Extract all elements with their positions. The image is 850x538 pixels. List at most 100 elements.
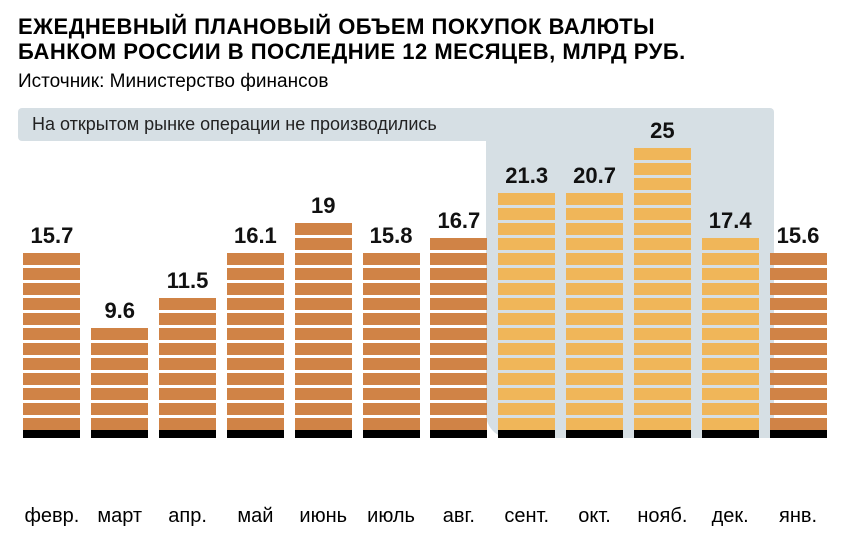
bar: 11.5 (159, 298, 216, 438)
bar-segment (498, 358, 555, 370)
bar-segment (159, 358, 216, 370)
bar-segment (430, 253, 487, 265)
bar-segment (23, 403, 80, 415)
bar-segment (566, 313, 623, 325)
bar-segment (566, 328, 623, 340)
bar-segment (702, 283, 759, 295)
bar-segment (23, 328, 80, 340)
bar-segment (634, 403, 691, 415)
bar-segment (295, 373, 352, 385)
bar-segments (634, 148, 691, 430)
bar-baseline (23, 430, 80, 438)
bar-segment (363, 388, 420, 400)
bar-segment (159, 298, 216, 310)
bar-segment (430, 283, 487, 295)
bar-segment (227, 373, 284, 385)
chart-title-line1: ЕЖЕДНЕВНЫЙ ПЛАНОВЫЙ ОБЪЕМ ПОКУПОК ВАЛЮТЫ (18, 14, 655, 39)
plot-area: На открытом рынке операции не производил… (18, 108, 832, 438)
x-axis-label: сент. (493, 505, 561, 528)
bar-segment (91, 358, 148, 370)
bar-value-label: 19 (295, 193, 352, 219)
bar-segment (430, 358, 487, 370)
bar-segment (159, 328, 216, 340)
bar-segment (702, 328, 759, 340)
x-axis-label: июль (357, 505, 425, 528)
bar: 16.7 (430, 238, 487, 438)
bar-segment (295, 298, 352, 310)
bar-segment (363, 418, 420, 430)
bar-value-label: 21.3 (498, 163, 555, 189)
bar-segment (498, 313, 555, 325)
bar-segment (430, 298, 487, 310)
bars-row: 15.79.611.516.11915.816.721.320.72517.41… (18, 108, 832, 438)
bar-segment (770, 268, 827, 280)
bar-segment (566, 373, 623, 385)
bar-segment (770, 358, 827, 370)
bar-segment (295, 268, 352, 280)
bar-value-label: 16.1 (227, 223, 284, 249)
bar-segments (295, 223, 352, 430)
bar-baseline (363, 430, 420, 438)
x-axis-label: авг. (425, 505, 493, 528)
bar-segment (159, 388, 216, 400)
bar-segment (566, 343, 623, 355)
bar-baseline (91, 430, 148, 438)
bar-baseline (159, 430, 216, 438)
bar-slot: 15.8 (357, 108, 425, 438)
bar-segment (227, 283, 284, 295)
x-axis-label: июнь (289, 505, 357, 528)
bar-segment (23, 418, 80, 430)
bar-segment (566, 238, 623, 250)
bar-slot: 16.1 (221, 108, 289, 438)
bar-segment (702, 418, 759, 430)
bar-segment (227, 343, 284, 355)
chart-container: ЕЖЕДНЕВНЫЙ ПЛАНОВЫЙ ОБЪЕМ ПОКУПОК ВАЛЮТЫ… (0, 0, 850, 538)
bar-segments (498, 193, 555, 430)
bar: 15.7 (23, 253, 80, 438)
bar-segment (634, 418, 691, 430)
bar-slot: 15.7 (18, 108, 86, 438)
bar-segment (295, 343, 352, 355)
bar-value-label: 15.7 (23, 223, 80, 249)
bar-segment (702, 268, 759, 280)
bar-segment (295, 313, 352, 325)
bar-segment (295, 283, 352, 295)
bar-segment (702, 253, 759, 265)
bar-segment (498, 343, 555, 355)
bar-segment (159, 343, 216, 355)
bar-segments (770, 253, 827, 430)
bar-segment (159, 403, 216, 415)
bar-segment (498, 238, 555, 250)
chart-title-line2: БАНКОМ РОССИИ В ПОСЛЕДНИЕ 12 МЕСЯЦЕВ, МЛ… (18, 39, 686, 64)
bar-segment (770, 403, 827, 415)
bar-segment (227, 298, 284, 310)
bar-value-label: 17.4 (702, 208, 759, 234)
bar-segment (91, 403, 148, 415)
bar-segment (498, 298, 555, 310)
bar-baseline (702, 430, 759, 438)
bar-segment (295, 403, 352, 415)
bar-segment (159, 418, 216, 430)
bar-segment (634, 238, 691, 250)
bar-segment (634, 283, 691, 295)
chart-source: Источник: Министерство финансов (18, 71, 832, 93)
bar-slot: 21.3 (493, 108, 561, 438)
bar-segment (702, 388, 759, 400)
bar-segment (566, 358, 623, 370)
bar-segment (498, 418, 555, 430)
bar-baseline (227, 430, 284, 438)
bar-baseline (634, 430, 691, 438)
x-axis-label: май (221, 505, 289, 528)
bar-segment (770, 373, 827, 385)
bar-segment (634, 148, 691, 160)
bar-segment (363, 403, 420, 415)
bar-segment (430, 403, 487, 415)
bar: 19 (295, 223, 352, 438)
bar-segment (702, 313, 759, 325)
bar-slot: 16.7 (425, 108, 493, 438)
bar-slot: 20.7 (561, 108, 629, 438)
bar-segment (498, 208, 555, 220)
bar-baseline (295, 430, 352, 438)
bar-segment (430, 343, 487, 355)
bar-segment (498, 283, 555, 295)
